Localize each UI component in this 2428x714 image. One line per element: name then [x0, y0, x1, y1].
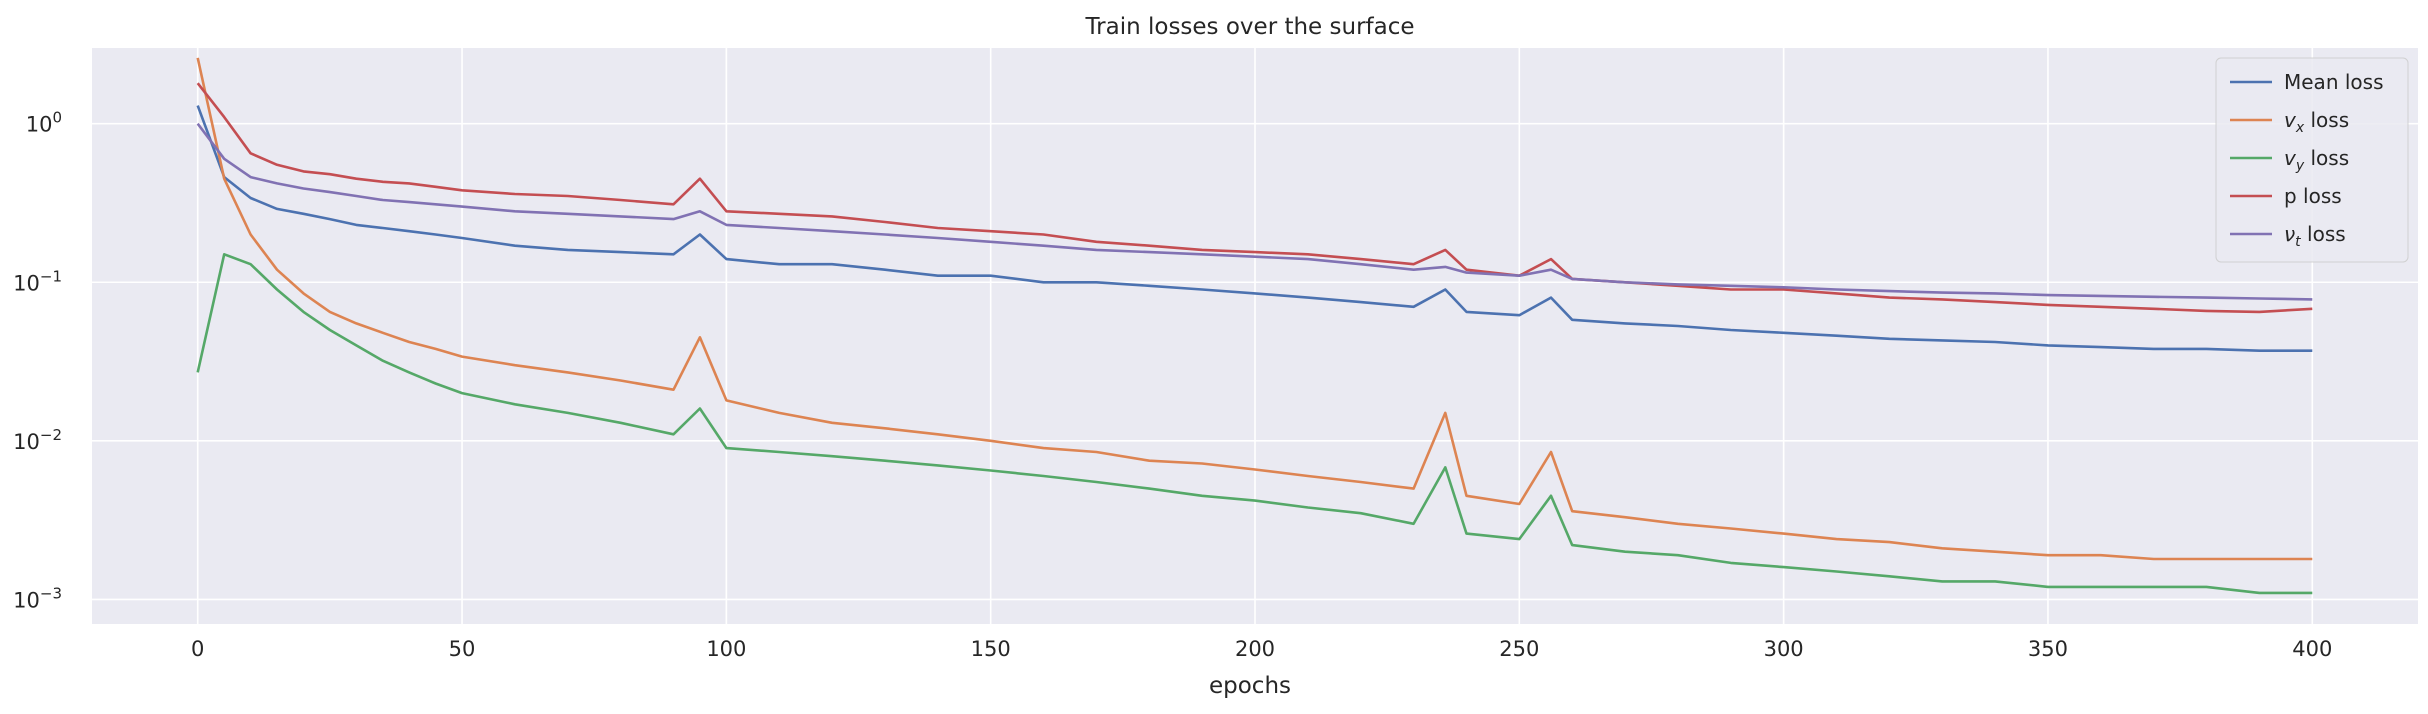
legend-label-main: ν: [2284, 222, 2295, 246]
x-tick-label: 400: [2292, 637, 2332, 661]
y-tick-label: 100: [26, 109, 62, 137]
x-tick-label: 100: [706, 637, 746, 661]
x-tick-label: 350: [2028, 637, 2068, 661]
x-tick-label: 0: [191, 637, 204, 661]
legend-label-sub: y: [2295, 158, 2305, 174]
x-tick-label: 150: [971, 637, 1011, 661]
y-tick-label: 10−1: [13, 267, 62, 295]
legend-label: p loss: [2284, 184, 2342, 208]
chart-title: Train losses over the surface: [1084, 14, 1414, 40]
legend-label-main: Mean loss: [2284, 70, 2383, 94]
legend-label-rest: loss: [2304, 108, 2349, 132]
series-line-0: [196, 105, 2313, 353]
y-tick-base: 10: [26, 113, 53, 137]
legend-label-rest: loss: [2304, 146, 2349, 170]
x-tick-label: 250: [1499, 637, 1539, 661]
series-layer: [196, 57, 2313, 595]
legend-label-sub: x: [2295, 120, 2305, 136]
legend-label-rest: loss: [2297, 184, 2342, 208]
y-tick-label: 10−2: [13, 426, 62, 454]
x-tick-label: 50: [449, 637, 476, 661]
y-tick-exponent: −1: [40, 267, 62, 285]
y-tick-base: 10: [13, 588, 40, 612]
legend-label: vx loss: [2284, 108, 2349, 136]
legend-label-main: p: [2284, 184, 2297, 208]
legend-label-sub: t: [2295, 234, 2301, 250]
y-tick-exponent: −3: [40, 584, 62, 602]
series-line-1: [196, 57, 2313, 561]
x-tick-label: 300: [1764, 637, 1804, 661]
legend-label: vy loss: [2284, 146, 2349, 174]
legend-label-main: v: [2284, 108, 2297, 132]
y-tick-exponent: −2: [40, 426, 62, 444]
series-line-4: [196, 122, 2313, 301]
series-line-3: [196, 82, 2313, 314]
legend-label-main: v: [2284, 146, 2297, 170]
legend-label: Mean loss: [2284, 70, 2383, 94]
x-tick-label: 200: [1235, 637, 1275, 661]
y-tick-base: 10: [13, 430, 40, 454]
x-axis-label: epochs: [1209, 673, 1291, 699]
legend-box: [2215, 57, 2409, 263]
grid: [92, 48, 2418, 624]
legend-label: νt loss: [2284, 222, 2346, 250]
x-axis: 0 50 100 150 200 250 300 350 400: [191, 637, 2332, 661]
series-line-2: [196, 253, 2313, 595]
y-tick-label: 10−3: [13, 584, 62, 612]
y-tick-base: 10: [13, 271, 40, 295]
legend-label-rest: loss: [2301, 222, 2346, 246]
y-tick-exponent: 0: [52, 109, 62, 127]
